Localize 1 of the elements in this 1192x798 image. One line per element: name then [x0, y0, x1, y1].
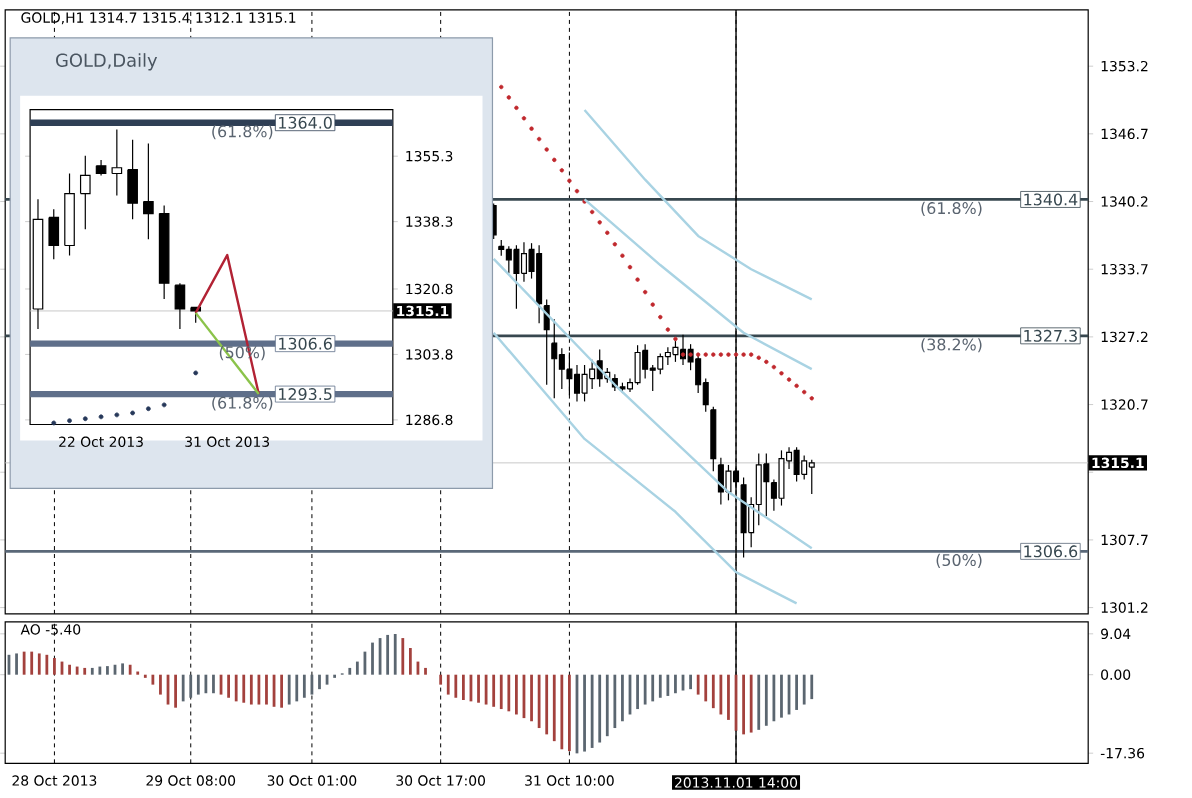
chart-title: GOLD,Daily — [56, 53, 158, 71]
